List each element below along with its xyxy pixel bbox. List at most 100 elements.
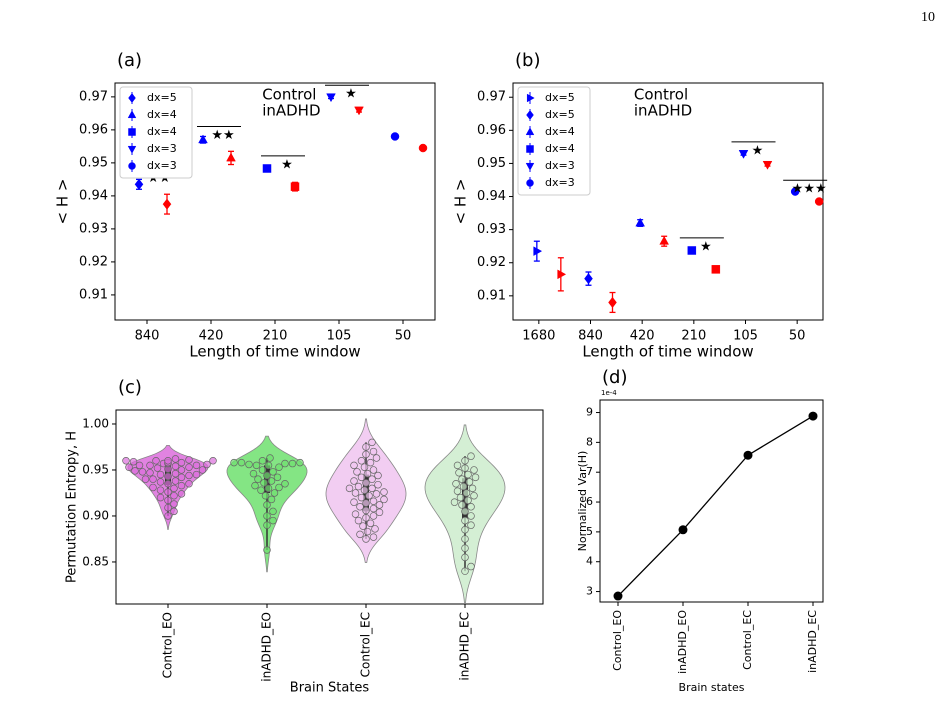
plot-frame — [599, 399, 824, 603]
marker — [762, 160, 773, 170]
swarm-point — [177, 490, 186, 498]
swarm-point — [461, 553, 469, 562]
swarm-point — [372, 490, 381, 498]
swarm-point — [366, 519, 375, 528]
y-axis-label: Permutation Entropy, H — [65, 431, 80, 583]
swarm-point — [177, 473, 186, 482]
significance-stars: ★ — [345, 87, 357, 102]
panel-label: (b) — [515, 50, 540, 71]
marker — [128, 128, 136, 136]
significance-stars: ★ — [752, 143, 764, 158]
swarm-point — [362, 514, 370, 522]
swarm-point — [171, 477, 180, 485]
swarm-point — [171, 462, 180, 471]
swarm-point — [258, 466, 267, 474]
swarm-point — [152, 457, 160, 465]
swarm-point — [360, 486, 369, 494]
y-tick-label: 7 — [586, 465, 593, 478]
swarm-point — [356, 530, 364, 539]
x-tick-label: Control_EO — [161, 612, 175, 678]
swarm-point — [257, 486, 265, 494]
swarm-point — [156, 493, 165, 502]
swarm-point — [254, 475, 262, 483]
swarm-point — [131, 467, 139, 475]
x-axis-label: Length of time window — [582, 343, 753, 361]
y-tick-label: 0.85 — [82, 554, 109, 568]
panel-label: (a) — [117, 50, 142, 71]
swarm-point — [359, 522, 367, 530]
swarm-point — [275, 463, 283, 471]
swarm-point — [249, 469, 258, 478]
swarm-point — [461, 544, 469, 552]
legend-box — [119, 86, 193, 179]
y-tick-label: 0.93 — [79, 221, 108, 236]
swarm-point — [380, 495, 388, 504]
swarm-point — [171, 455, 180, 463]
swarm-point — [264, 461, 273, 470]
swarm-point — [177, 458, 186, 467]
swarm-point — [368, 475, 376, 483]
y-tick-label: 8 — [586, 435, 593, 448]
swarm-point — [369, 512, 378, 520]
swarm-point — [470, 466, 478, 474]
legend-label: dx=4 — [545, 125, 575, 138]
x-tick-label: 50 — [789, 329, 806, 344]
swarm-point — [245, 460, 253, 469]
swarm-point — [269, 468, 277, 476]
swarm-point — [462, 489, 471, 497]
swarm-point — [354, 482, 363, 491]
y-tick-label: 0.92 — [477, 255, 506, 270]
x-tick-label: 105 — [733, 329, 758, 344]
y-tick-label: 0.97 — [79, 89, 108, 104]
swarm-point — [251, 481, 259, 490]
series-label: Control — [262, 86, 316, 104]
swarm-point — [156, 486, 165, 494]
marker — [659, 235, 669, 245]
swarm-point — [465, 478, 474, 486]
y-tick-label: 0.96 — [79, 122, 108, 137]
y-tick-label: 0.94 — [477, 189, 506, 204]
series-label: inADHD — [262, 102, 320, 120]
swarm-point — [459, 482, 468, 491]
swarm-point — [192, 470, 201, 479]
y-axis-label: Normalized Var(H) — [576, 451, 589, 552]
swarm-point — [372, 454, 381, 462]
swarm-point — [261, 491, 270, 500]
marker — [128, 162, 136, 170]
swarm-point — [369, 497, 378, 506]
x-axis-label: Brain states — [679, 681, 745, 694]
swarm-point — [375, 501, 384, 509]
swarm-point — [209, 457, 217, 465]
swarm-point — [369, 533, 378, 541]
swarm-point — [350, 461, 358, 470]
swarm-point — [185, 471, 193, 480]
swarm-point — [164, 488, 172, 496]
marker — [326, 93, 336, 103]
swarm-point — [362, 535, 370, 543]
marker — [127, 145, 137, 154]
x-tick-label: 210 — [263, 329, 288, 344]
swarm-point — [252, 461, 261, 470]
x-tick-label: inADHD_EC — [806, 610, 819, 673]
swarm-point — [350, 477, 358, 485]
swarm-point — [461, 567, 469, 575]
swarm-point — [467, 521, 475, 529]
swarm-point — [456, 493, 465, 502]
swarm-point — [357, 493, 366, 502]
swarm-point — [363, 527, 372, 536]
swarm-point — [258, 457, 267, 465]
swarm-point — [458, 501, 466, 509]
y-axis-label: < H > — [54, 179, 72, 225]
marker — [711, 265, 721, 274]
swarm-point — [368, 438, 376, 447]
swarm-point — [296, 458, 304, 467]
swarm-point — [461, 535, 469, 543]
swarm-point — [467, 503, 475, 511]
x-tick-label: 50 — [395, 329, 412, 344]
swarm-point — [452, 480, 460, 488]
legend-label: dx=4 — [147, 108, 177, 121]
swarm-point — [354, 516, 363, 525]
swarm-point — [371, 525, 379, 533]
swarm-point — [362, 499, 370, 507]
swarm-point — [351, 510, 360, 518]
